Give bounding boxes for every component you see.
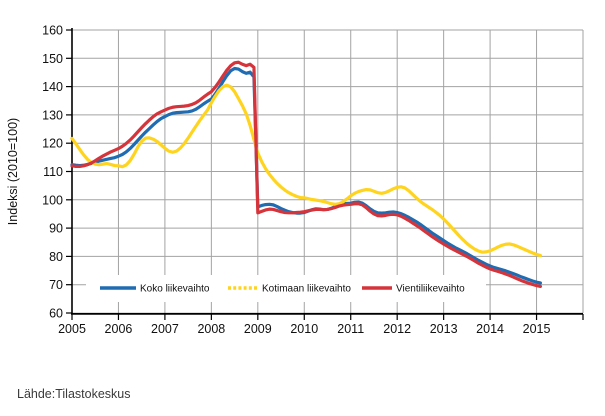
- x-tick-label: 2014: [476, 322, 504, 336]
- x-tick-label: 2012: [383, 322, 411, 336]
- series-line-koko-liikevaihto: [70, 66, 543, 285]
- x-tick-label: 2015: [523, 322, 551, 336]
- x-tick-label: 2011: [337, 322, 364, 336]
- x-tick-label: 2007: [151, 322, 179, 336]
- legend-label: Kotimaan liikevaihto: [262, 284, 351, 295]
- y-tick-label: 150: [42, 52, 63, 66]
- line-chart: 60 70 80 90 100 110 120 130 140 150 160 2005 2006 200…: [42, 24, 584, 336]
- y-tick-label: 60: [49, 307, 63, 321]
- y-tick-label: 130: [42, 108, 63, 122]
- y-tick-label: 110: [43, 165, 63, 179]
- legend-label: Vientiliikevaihto: [396, 284, 465, 295]
- x-tick-label: 2008: [197, 322, 225, 336]
- y-tick-label: 70: [49, 278, 63, 292]
- y-tick-label: 90: [49, 222, 63, 236]
- legend-label: Koko liikevaihto: [140, 284, 210, 295]
- x-tick-label: 2009: [244, 322, 272, 336]
- y-tick-label: 120: [42, 137, 63, 151]
- y-tick-label: 80: [49, 250, 63, 264]
- x-tick-label: 2005: [58, 322, 86, 336]
- source-note: Lähde:Tilastokeskus: [17, 387, 131, 401]
- x-tick-label: 2010: [290, 322, 318, 336]
- series-line-vientiliikevaihto: [70, 60, 543, 288]
- y-tick-label: 160: [42, 24, 63, 38]
- x-tick-label: 2013: [430, 322, 458, 336]
- legend: [86, 275, 486, 302]
- y-tick-label: 140: [42, 80, 63, 94]
- series-line-kotimaan-liikevaihto: [70, 83, 543, 258]
- x-tick-label: 2006: [105, 322, 133, 336]
- y-axis-title: Indeksi (2010=100): [6, 117, 20, 226]
- y-tick-label: 100: [42, 193, 63, 207]
